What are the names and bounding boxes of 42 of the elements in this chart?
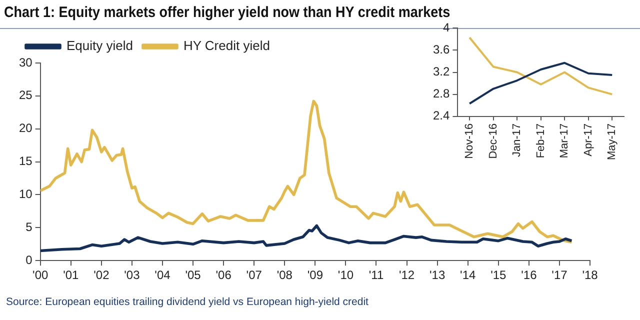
y-tick-label: 20 [18, 121, 33, 136]
y-tick-label: 5 [26, 220, 33, 234]
x-tick-label: '03 [124, 268, 140, 282]
source-note: Source: European equities trailing dividend yield vs European high-yield credit [6, 296, 368, 308]
x-tick-label: '06 [216, 268, 232, 282]
x-tick-label: '02 [94, 268, 110, 282]
legend-label: Equity yield [66, 38, 133, 54]
y-tick-label: 3.2 [432, 64, 450, 79]
x-tick-label: '11 [368, 268, 384, 282]
y-tick-label: 10 [18, 187, 33, 202]
chart-title: Chart 1: Equity markets offer higher yield now than HY credit markets [4, 4, 450, 21]
y-tick-label: 3.6 [432, 42, 450, 57]
x-tick-label: '04 [154, 268, 171, 282]
x-tick-label: '17 [552, 268, 568, 282]
x-tick-label: Dec-16 [487, 123, 500, 159]
y-tick-label: 25 [18, 88, 33, 102]
y-tick-label: 4 [442, 20, 450, 35]
x-tick-label: '18 [582, 268, 598, 282]
y-tick-label: 2.4 [432, 108, 450, 123]
x-tick-label: Jan-17 [511, 123, 524, 157]
y-tick-label: 2.8 [432, 86, 450, 101]
y-tick-label: 0 [26, 252, 33, 267]
x-tick-label: '09 [307, 268, 324, 282]
x-tick-label: Nov-16 [464, 123, 476, 159]
x-tick-label: Feb-17 [534, 123, 547, 158]
x-tick-label: '07 [246, 268, 262, 282]
x-tick-label: Mar-17 [558, 123, 571, 158]
y-tick-label: 30 [18, 55, 33, 70]
x-tick-label: Apr-17 [582, 123, 594, 156]
x-tick-label: '00 [32, 268, 48, 282]
x-tick-label: '14 [460, 268, 476, 282]
x-tick-label: '01 [63, 268, 80, 282]
x-tick-label: May-17 [606, 123, 618, 160]
y-tick-label: 15 [18, 154, 33, 168]
x-tick-label: '05 [185, 268, 202, 282]
x-tick-label: '10 [338, 268, 354, 282]
x-tick-label: '08 [276, 268, 293, 282]
x-tick-label: '16 [521, 268, 538, 282]
legend-label: HY Credit yield [183, 38, 270, 54]
x-tick-label: '13 [430, 268, 446, 282]
x-tick-label: '12 [398, 268, 415, 282]
x-tick-label: '15 [490, 268, 507, 282]
